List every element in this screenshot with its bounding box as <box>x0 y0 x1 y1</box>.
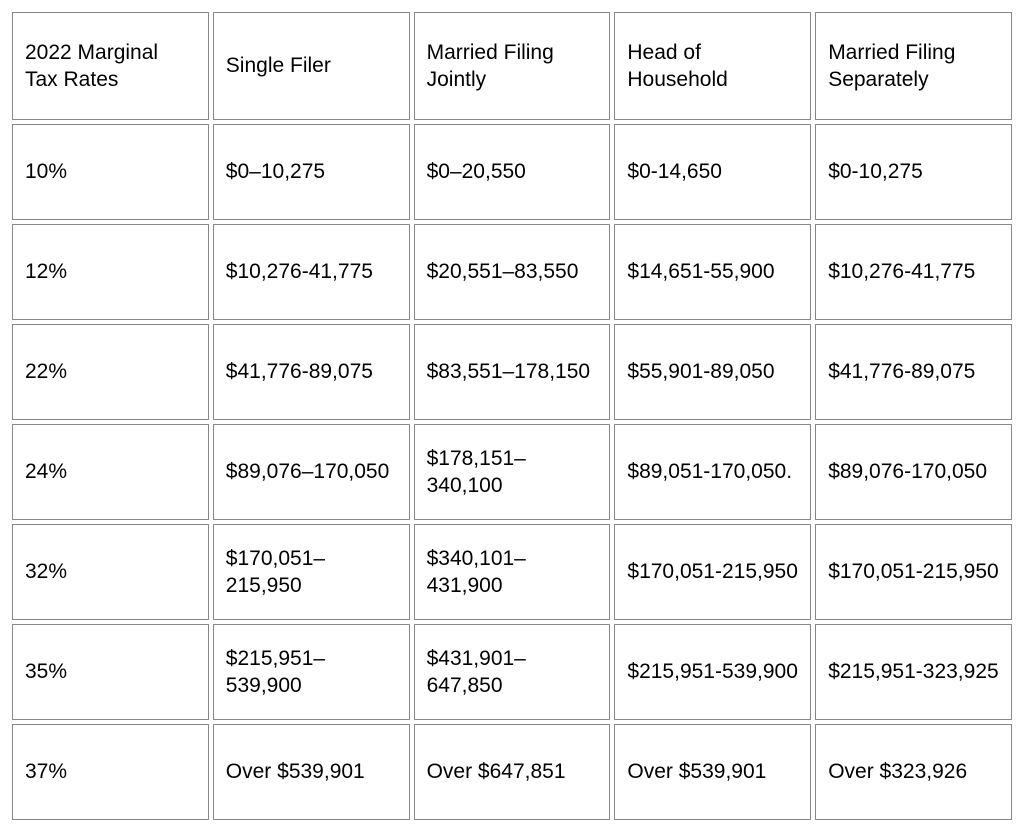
table-row: 35% $215,951–539,900 $431,901–647,850 $2… <box>12 624 1012 720</box>
cell-single: $10,276-41,775 <box>213 224 410 320</box>
cell-married-joint: $0–20,550 <box>414 124 611 220</box>
col-header-rates: 2022 Marginal Tax Rates <box>12 12 209 120</box>
cell-married-separate: $10,276-41,775 <box>815 224 1012 320</box>
cell-married-joint: $431,901–647,850 <box>414 624 611 720</box>
cell-married-separate: $170,051-215,950 <box>815 524 1012 620</box>
table-row: 22% $41,776-89,075 $83,551–178,150 $55,9… <box>12 324 1012 420</box>
cell-married-separate: $41,776-89,075 <box>815 324 1012 420</box>
cell-married-separate: $0-10,275 <box>815 124 1012 220</box>
cell-single: Over $539,901 <box>213 724 410 820</box>
table-row: 37% Over $539,901 Over $647,851 Over $53… <box>12 724 1012 820</box>
cell-head-household: Over $539,901 <box>614 724 811 820</box>
cell-single: $170,051–215,950 <box>213 524 410 620</box>
col-header-married-joint: Married Filing Jointly <box>414 12 611 120</box>
table-row: 24% $89,076–170,050 $178,151–340,100 $89… <box>12 424 1012 520</box>
tax-brackets-table: 2022 Marginal Tax Rates Single Filer Mar… <box>8 8 1016 824</box>
col-header-married-separate: Married Filing Separately <box>815 12 1012 120</box>
cell-rate: 22% <box>12 324 209 420</box>
cell-head-household: $55,901-89,050 <box>614 324 811 420</box>
cell-head-household: $0-14,650 <box>614 124 811 220</box>
cell-single: $0–10,275 <box>213 124 410 220</box>
table-header-row: 2022 Marginal Tax Rates Single Filer Mar… <box>12 12 1012 120</box>
cell-married-joint: $340,101–431,900 <box>414 524 611 620</box>
cell-rate: 12% <box>12 224 209 320</box>
cell-married-separate: Over $323,926 <box>815 724 1012 820</box>
cell-married-separate: $215,951-323,925 <box>815 624 1012 720</box>
col-header-single: Single Filer <box>213 12 410 120</box>
cell-head-household: $215,951-539,900 <box>614 624 811 720</box>
cell-married-separate: $89,076-170,050 <box>815 424 1012 520</box>
cell-married-joint: $20,551–83,550 <box>414 224 611 320</box>
cell-married-joint: $83,551–178,150 <box>414 324 611 420</box>
col-header-head-household: Head of Household <box>614 12 811 120</box>
cell-married-joint: Over $647,851 <box>414 724 611 820</box>
cell-single: $41,776-89,075 <box>213 324 410 420</box>
table-body: 10% $0–10,275 $0–20,550 $0-14,650 $0-10,… <box>12 124 1012 820</box>
cell-married-joint: $178,151–340,100 <box>414 424 611 520</box>
cell-head-household: $14,651-55,900 <box>614 224 811 320</box>
cell-rate: 24% <box>12 424 209 520</box>
table-row: 12% $10,276-41,775 $20,551–83,550 $14,65… <box>12 224 1012 320</box>
cell-single: $215,951–539,900 <box>213 624 410 720</box>
cell-rate: 35% <box>12 624 209 720</box>
cell-head-household: $89,051-170,050. <box>614 424 811 520</box>
table-row: 10% $0–10,275 $0–20,550 $0-14,650 $0-10,… <box>12 124 1012 220</box>
table-row: 32% $170,051–215,950 $340,101–431,900 $1… <box>12 524 1012 620</box>
cell-rate: 37% <box>12 724 209 820</box>
cell-head-household: $170,051-215,950 <box>614 524 811 620</box>
cell-single: $89,076–170,050 <box>213 424 410 520</box>
cell-rate: 10% <box>12 124 209 220</box>
cell-rate: 32% <box>12 524 209 620</box>
